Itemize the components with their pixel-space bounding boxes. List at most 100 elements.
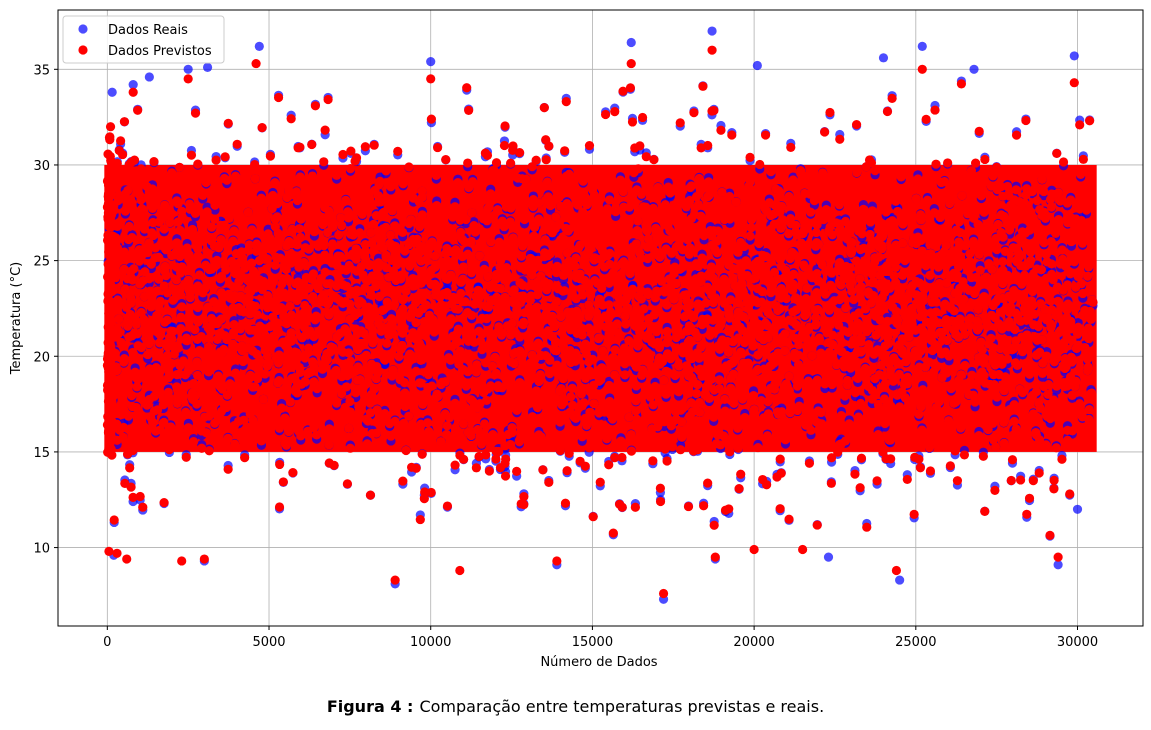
data-point — [736, 469, 746, 479]
data-point — [799, 260, 809, 270]
data-point — [990, 360, 1000, 370]
data-point — [803, 376, 813, 386]
data-point — [1078, 288, 1088, 299]
data-point — [885, 217, 895, 227]
data-point — [696, 342, 706, 352]
data-point — [370, 244, 380, 254]
data-point — [518, 291, 528, 301]
data-point — [739, 241, 749, 252]
data-point — [566, 357, 576, 368]
data-point — [589, 398, 599, 409]
data-point — [714, 427, 724, 438]
data-point — [866, 298, 876, 308]
data-point — [597, 283, 607, 294]
data-point — [753, 442, 763, 453]
data-point — [143, 247, 153, 258]
data-point — [453, 324, 463, 334]
data-point — [835, 224, 846, 234]
data-point — [959, 450, 970, 460]
data-point — [486, 237, 496, 247]
data-point — [373, 258, 384, 268]
data-point — [936, 177, 946, 188]
data-point — [897, 345, 908, 355]
data-point — [696, 211, 706, 221]
data-point — [506, 158, 516, 168]
data-point — [320, 250, 330, 260]
data-point — [163, 373, 173, 383]
data-point — [194, 270, 205, 280]
data-point — [988, 418, 998, 428]
data-point — [272, 324, 282, 335]
data-point — [342, 371, 352, 381]
data-point — [167, 168, 177, 178]
data-point — [293, 277, 303, 287]
data-point — [791, 227, 801, 237]
data-point — [1017, 227, 1028, 237]
data-point — [575, 240, 585, 250]
data-point — [207, 313, 217, 324]
data-point — [562, 466, 572, 476]
data-point — [534, 214, 544, 224]
data-point — [324, 424, 334, 434]
data-point — [254, 325, 264, 335]
data-point — [670, 370, 680, 381]
data-point — [313, 241, 323, 251]
data-point — [429, 327, 439, 337]
data-point — [978, 451, 988, 461]
data-point — [717, 187, 727, 197]
data-point — [273, 358, 284, 368]
data-point — [698, 81, 708, 91]
data-point — [854, 226, 864, 236]
data-point — [476, 439, 487, 449]
data-point — [835, 134, 845, 144]
data-point — [595, 477, 605, 487]
data-point — [662, 349, 673, 359]
data-point — [555, 386, 565, 396]
data-point — [446, 314, 456, 324]
data-point — [415, 222, 425, 232]
data-point — [941, 314, 951, 325]
data-point — [417, 295, 427, 305]
data-point — [843, 327, 854, 337]
data-point — [188, 436, 199, 447]
data-point — [1039, 381, 1049, 392]
data-point — [538, 465, 548, 475]
data-point — [307, 139, 317, 150]
data-point — [426, 279, 436, 290]
data-point — [642, 226, 652, 236]
data-point — [662, 456, 672, 466]
data-point — [190, 108, 201, 118]
data-point — [691, 192, 702, 202]
data-point — [661, 389, 671, 399]
data-point — [976, 337, 986, 347]
data-point — [178, 356, 188, 366]
data-point — [799, 226, 809, 236]
data-point — [760, 204, 770, 214]
data-point — [1036, 299, 1046, 309]
data-point — [430, 262, 440, 272]
data-point — [421, 246, 431, 256]
data-point — [686, 181, 697, 191]
data-point — [172, 238, 182, 248]
data-point — [227, 256, 237, 267]
data-point — [862, 522, 872, 532]
data-point — [338, 347, 348, 357]
data-point — [780, 435, 791, 445]
data-point — [954, 217, 964, 227]
data-point — [201, 177, 211, 188]
data-point — [274, 376, 284, 386]
data-point — [865, 217, 876, 227]
data-point — [324, 440, 334, 450]
data-point — [709, 412, 719, 422]
data-points — [102, 26, 1098, 604]
data-point — [917, 246, 927, 256]
data-point — [162, 288, 173, 298]
data-point — [1053, 214, 1064, 225]
data-point — [780, 329, 790, 339]
data-point — [376, 326, 386, 336]
data-point — [828, 339, 838, 350]
data-point — [411, 318, 421, 328]
data-point — [992, 392, 1002, 402]
data-point — [1052, 353, 1062, 363]
data-point — [974, 126, 984, 136]
